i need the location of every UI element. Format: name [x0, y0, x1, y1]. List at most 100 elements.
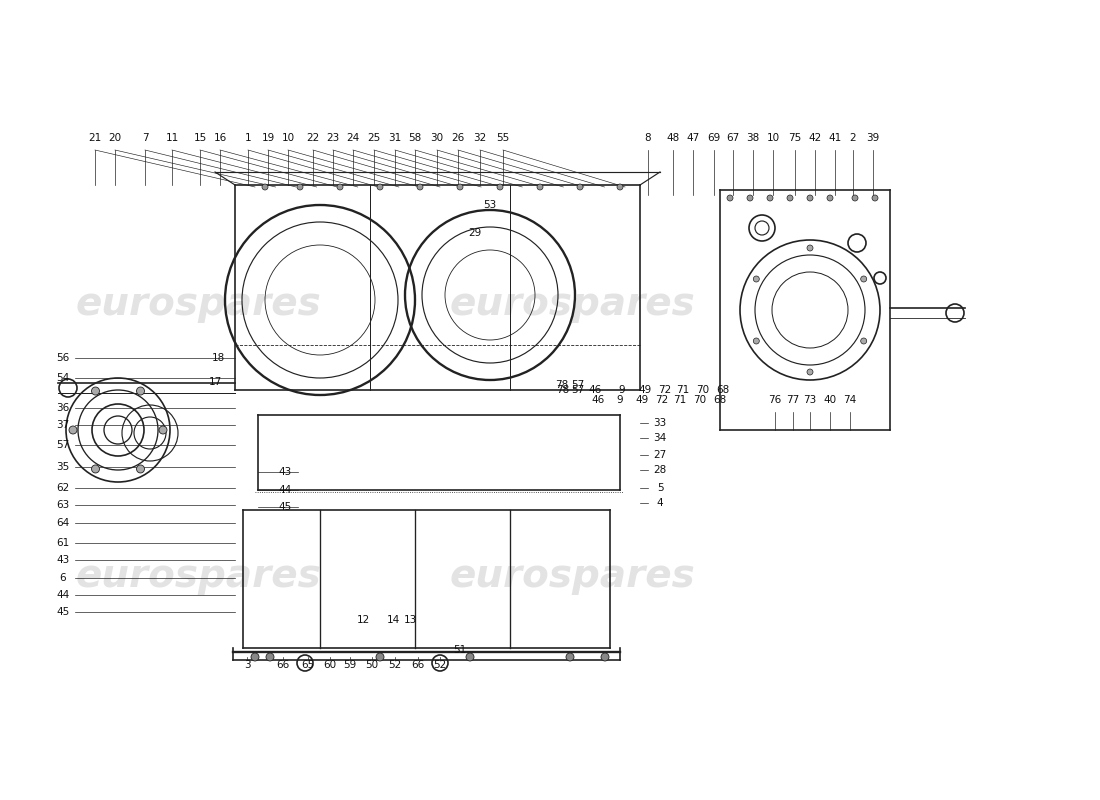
- Circle shape: [136, 465, 144, 473]
- Text: 66: 66: [411, 660, 425, 670]
- Text: 57: 57: [56, 440, 69, 450]
- Text: 65: 65: [301, 660, 315, 670]
- Circle shape: [827, 195, 833, 201]
- Circle shape: [566, 653, 574, 661]
- Text: 77: 77: [786, 395, 800, 405]
- Text: 2: 2: [849, 133, 856, 143]
- Text: 22: 22: [307, 133, 320, 143]
- Text: 45: 45: [278, 502, 292, 512]
- Text: 60: 60: [323, 660, 337, 670]
- Text: 67: 67: [726, 133, 739, 143]
- Text: 62: 62: [56, 483, 69, 493]
- Text: 54: 54: [56, 373, 69, 383]
- Text: 66: 66: [276, 660, 289, 670]
- Text: 78: 78: [556, 380, 569, 390]
- Circle shape: [377, 184, 383, 190]
- Circle shape: [807, 245, 813, 251]
- Circle shape: [266, 653, 274, 661]
- Text: 50: 50: [365, 660, 378, 670]
- Text: 72: 72: [659, 385, 672, 395]
- Text: 44: 44: [56, 590, 69, 600]
- Text: 31: 31: [388, 133, 401, 143]
- Text: 52: 52: [388, 660, 401, 670]
- Text: 9: 9: [617, 395, 624, 405]
- Text: 10: 10: [767, 133, 780, 143]
- Circle shape: [727, 195, 733, 201]
- Text: 78: 78: [557, 385, 570, 395]
- Text: 17: 17: [208, 377, 221, 387]
- Text: 52: 52: [433, 660, 447, 670]
- Text: 23: 23: [327, 133, 340, 143]
- Circle shape: [456, 184, 463, 190]
- Text: 35: 35: [56, 462, 69, 472]
- Circle shape: [91, 465, 99, 473]
- Circle shape: [807, 369, 813, 375]
- Circle shape: [297, 184, 302, 190]
- Text: 61: 61: [56, 538, 69, 548]
- Text: 47: 47: [686, 133, 700, 143]
- Text: 15: 15: [194, 133, 207, 143]
- Text: 43: 43: [278, 467, 292, 477]
- Text: 63: 63: [56, 500, 69, 510]
- Text: 71: 71: [673, 395, 686, 405]
- Text: 45: 45: [56, 607, 69, 617]
- Text: 32: 32: [473, 133, 486, 143]
- Text: 41: 41: [828, 133, 842, 143]
- Circle shape: [860, 276, 867, 282]
- Text: eurospares: eurospares: [75, 557, 321, 595]
- Text: 18: 18: [211, 353, 224, 363]
- Text: 28: 28: [653, 465, 667, 475]
- Text: 69: 69: [707, 133, 721, 143]
- Circle shape: [747, 195, 754, 201]
- Circle shape: [466, 653, 474, 661]
- Circle shape: [251, 653, 258, 661]
- Text: 76: 76: [769, 395, 782, 405]
- Text: 70: 70: [693, 395, 706, 405]
- Text: 56: 56: [56, 353, 69, 363]
- Text: 58: 58: [408, 133, 421, 143]
- Circle shape: [417, 184, 424, 190]
- Text: 20: 20: [109, 133, 122, 143]
- Text: 34: 34: [653, 433, 667, 443]
- Circle shape: [69, 426, 77, 434]
- Text: 37: 37: [56, 420, 69, 430]
- Text: 16: 16: [213, 133, 227, 143]
- Circle shape: [786, 195, 793, 201]
- Text: 36: 36: [56, 403, 69, 413]
- Text: 26: 26: [451, 133, 464, 143]
- Text: 29: 29: [469, 228, 482, 238]
- Text: 53: 53: [483, 200, 496, 210]
- Text: 71: 71: [676, 385, 690, 395]
- Text: 73: 73: [803, 395, 816, 405]
- Text: eurospares: eurospares: [449, 285, 695, 323]
- Circle shape: [262, 184, 268, 190]
- Circle shape: [91, 387, 99, 395]
- Text: 19: 19: [262, 133, 275, 143]
- Text: 7: 7: [142, 133, 148, 143]
- Text: 48: 48: [667, 133, 680, 143]
- Text: 12: 12: [356, 615, 370, 625]
- Circle shape: [872, 195, 878, 201]
- Circle shape: [376, 653, 384, 661]
- Text: 4: 4: [657, 498, 663, 508]
- Circle shape: [578, 184, 583, 190]
- Text: 64: 64: [56, 518, 69, 528]
- Text: 25: 25: [367, 133, 381, 143]
- Circle shape: [767, 195, 773, 201]
- Text: 68: 68: [716, 385, 729, 395]
- Circle shape: [754, 276, 759, 282]
- Circle shape: [617, 184, 623, 190]
- Text: 14: 14: [386, 615, 399, 625]
- Text: 13: 13: [404, 615, 417, 625]
- Text: 68: 68: [714, 395, 727, 405]
- Text: 49: 49: [638, 385, 651, 395]
- Text: 51: 51: [453, 645, 466, 655]
- Text: 10: 10: [282, 133, 295, 143]
- Text: 44: 44: [278, 485, 292, 495]
- Text: 72: 72: [656, 395, 669, 405]
- Circle shape: [537, 184, 543, 190]
- Text: 57: 57: [571, 380, 584, 390]
- Text: 9: 9: [618, 385, 625, 395]
- Text: 38: 38: [747, 133, 760, 143]
- Text: 74: 74: [844, 395, 857, 405]
